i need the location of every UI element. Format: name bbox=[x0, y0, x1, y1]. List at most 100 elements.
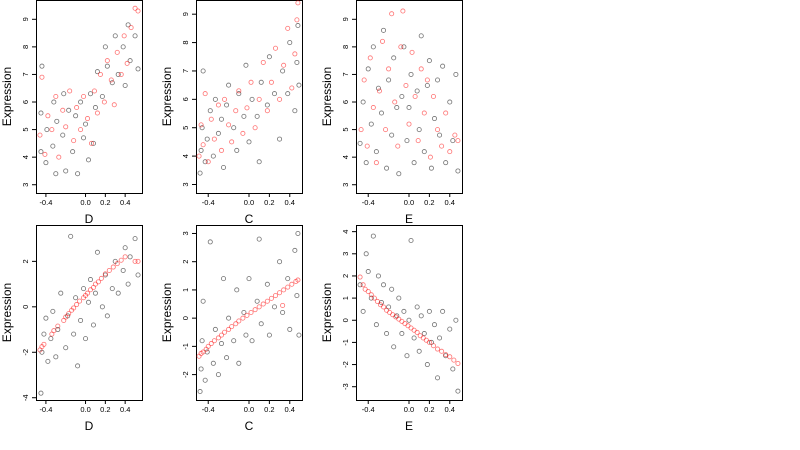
red-point bbox=[135, 258, 141, 264]
x-axis-label: D bbox=[85, 212, 94, 226]
red-point bbox=[55, 323, 61, 329]
red-point bbox=[443, 110, 449, 116]
black-point bbox=[83, 336, 89, 342]
black-point bbox=[87, 277, 93, 283]
red-point bbox=[49, 127, 55, 133]
black-point bbox=[71, 331, 77, 337]
y-tick-label: -2 bbox=[181, 371, 190, 378]
black-point bbox=[399, 331, 405, 337]
black-point bbox=[401, 308, 407, 314]
black-point bbox=[401, 44, 407, 50]
red-point bbox=[121, 33, 127, 39]
scatter-panel-5: -0.4 0.0 0.2 0.4 -2 -1 0 1 2 3 C Expression bbox=[160, 225, 303, 433]
black-point bbox=[294, 293, 300, 299]
black-point bbox=[450, 138, 456, 144]
x-tick-label: 0.4 bbox=[120, 198, 130, 207]
red-point bbox=[374, 298, 380, 304]
black-point bbox=[63, 168, 69, 174]
y-tick-label: 5 bbox=[181, 126, 190, 130]
y-tick-label: 8 bbox=[181, 40, 190, 44]
black-point bbox=[224, 355, 230, 361]
red-point bbox=[455, 138, 461, 144]
red-point bbox=[379, 38, 385, 44]
black-point bbox=[453, 71, 459, 77]
y-tick-label: 2 bbox=[21, 259, 30, 263]
y-axis-label: Expression bbox=[160, 283, 174, 342]
black-point bbox=[122, 82, 128, 88]
black-point bbox=[256, 159, 262, 165]
black-point bbox=[53, 354, 59, 360]
red-point bbox=[447, 354, 453, 360]
black-point bbox=[295, 230, 301, 236]
black-point bbox=[198, 366, 204, 372]
black-point bbox=[224, 102, 230, 108]
y-tick-label: 5 bbox=[341, 127, 350, 131]
black-point bbox=[202, 159, 208, 165]
black-point bbox=[38, 110, 44, 116]
red-point bbox=[439, 348, 445, 354]
black-point bbox=[295, 23, 301, 29]
black-point bbox=[73, 113, 79, 119]
black-point bbox=[48, 336, 54, 342]
red-point bbox=[248, 79, 254, 85]
y-tick-label: 3 bbox=[181, 182, 190, 186]
y-tick-label: 8 bbox=[341, 45, 350, 49]
red-point bbox=[41, 341, 47, 347]
y-tick-label: 0 bbox=[21, 305, 30, 309]
black-point bbox=[296, 82, 302, 88]
black-point bbox=[249, 338, 255, 344]
red-point bbox=[400, 8, 406, 14]
plot-frame bbox=[196, 0, 303, 194]
black-point bbox=[365, 66, 371, 72]
red-point bbox=[200, 142, 206, 148]
black-point bbox=[241, 113, 247, 119]
red-point bbox=[452, 132, 458, 138]
black-point bbox=[357, 282, 363, 288]
red-point bbox=[118, 257, 124, 263]
x-tick-label: 0.4 bbox=[285, 198, 295, 207]
x-tick-label: -0.4 bbox=[362, 405, 375, 414]
y-tick-label: 4 bbox=[21, 155, 30, 159]
red-point bbox=[104, 58, 110, 64]
red-point bbox=[443, 352, 449, 358]
black-point bbox=[212, 96, 218, 102]
x-tick-label: 0.2 bbox=[424, 198, 434, 207]
y-tick-label: 0 bbox=[341, 318, 350, 322]
black-point bbox=[373, 322, 379, 328]
black-point bbox=[277, 259, 283, 265]
y-tick-label: -4 bbox=[21, 394, 30, 401]
red-point bbox=[240, 130, 246, 136]
black-point bbox=[384, 331, 390, 337]
red-point bbox=[108, 77, 114, 83]
x-axis-label: C bbox=[245, 419, 254, 433]
red-point bbox=[277, 290, 283, 296]
y-tick-label: 4 bbox=[341, 230, 350, 234]
red-point bbox=[252, 125, 258, 131]
red-point bbox=[358, 127, 364, 133]
black-point bbox=[384, 165, 390, 171]
black-point bbox=[38, 149, 44, 155]
black-point bbox=[391, 55, 397, 61]
black-point bbox=[381, 27, 387, 33]
black-point bbox=[198, 147, 204, 153]
black-point bbox=[115, 290, 121, 296]
red-point bbox=[294, 17, 300, 23]
red-point bbox=[272, 45, 278, 51]
black-point bbox=[70, 149, 76, 155]
y-tick-label: -1 bbox=[341, 339, 350, 346]
red-point bbox=[222, 96, 228, 102]
black-point bbox=[378, 110, 384, 116]
black-point bbox=[135, 66, 141, 72]
black-point bbox=[431, 116, 437, 122]
black-point bbox=[44, 127, 50, 133]
plot-frame bbox=[36, 225, 143, 401]
red-point bbox=[81, 94, 87, 100]
red-point bbox=[215, 335, 221, 341]
red-point bbox=[403, 82, 409, 88]
black-point bbox=[68, 233, 74, 239]
black-point bbox=[360, 308, 366, 314]
black-point bbox=[218, 116, 224, 122]
y-axis-label: Expression bbox=[160, 67, 174, 126]
red-point bbox=[56, 154, 62, 160]
red-point bbox=[60, 107, 66, 113]
